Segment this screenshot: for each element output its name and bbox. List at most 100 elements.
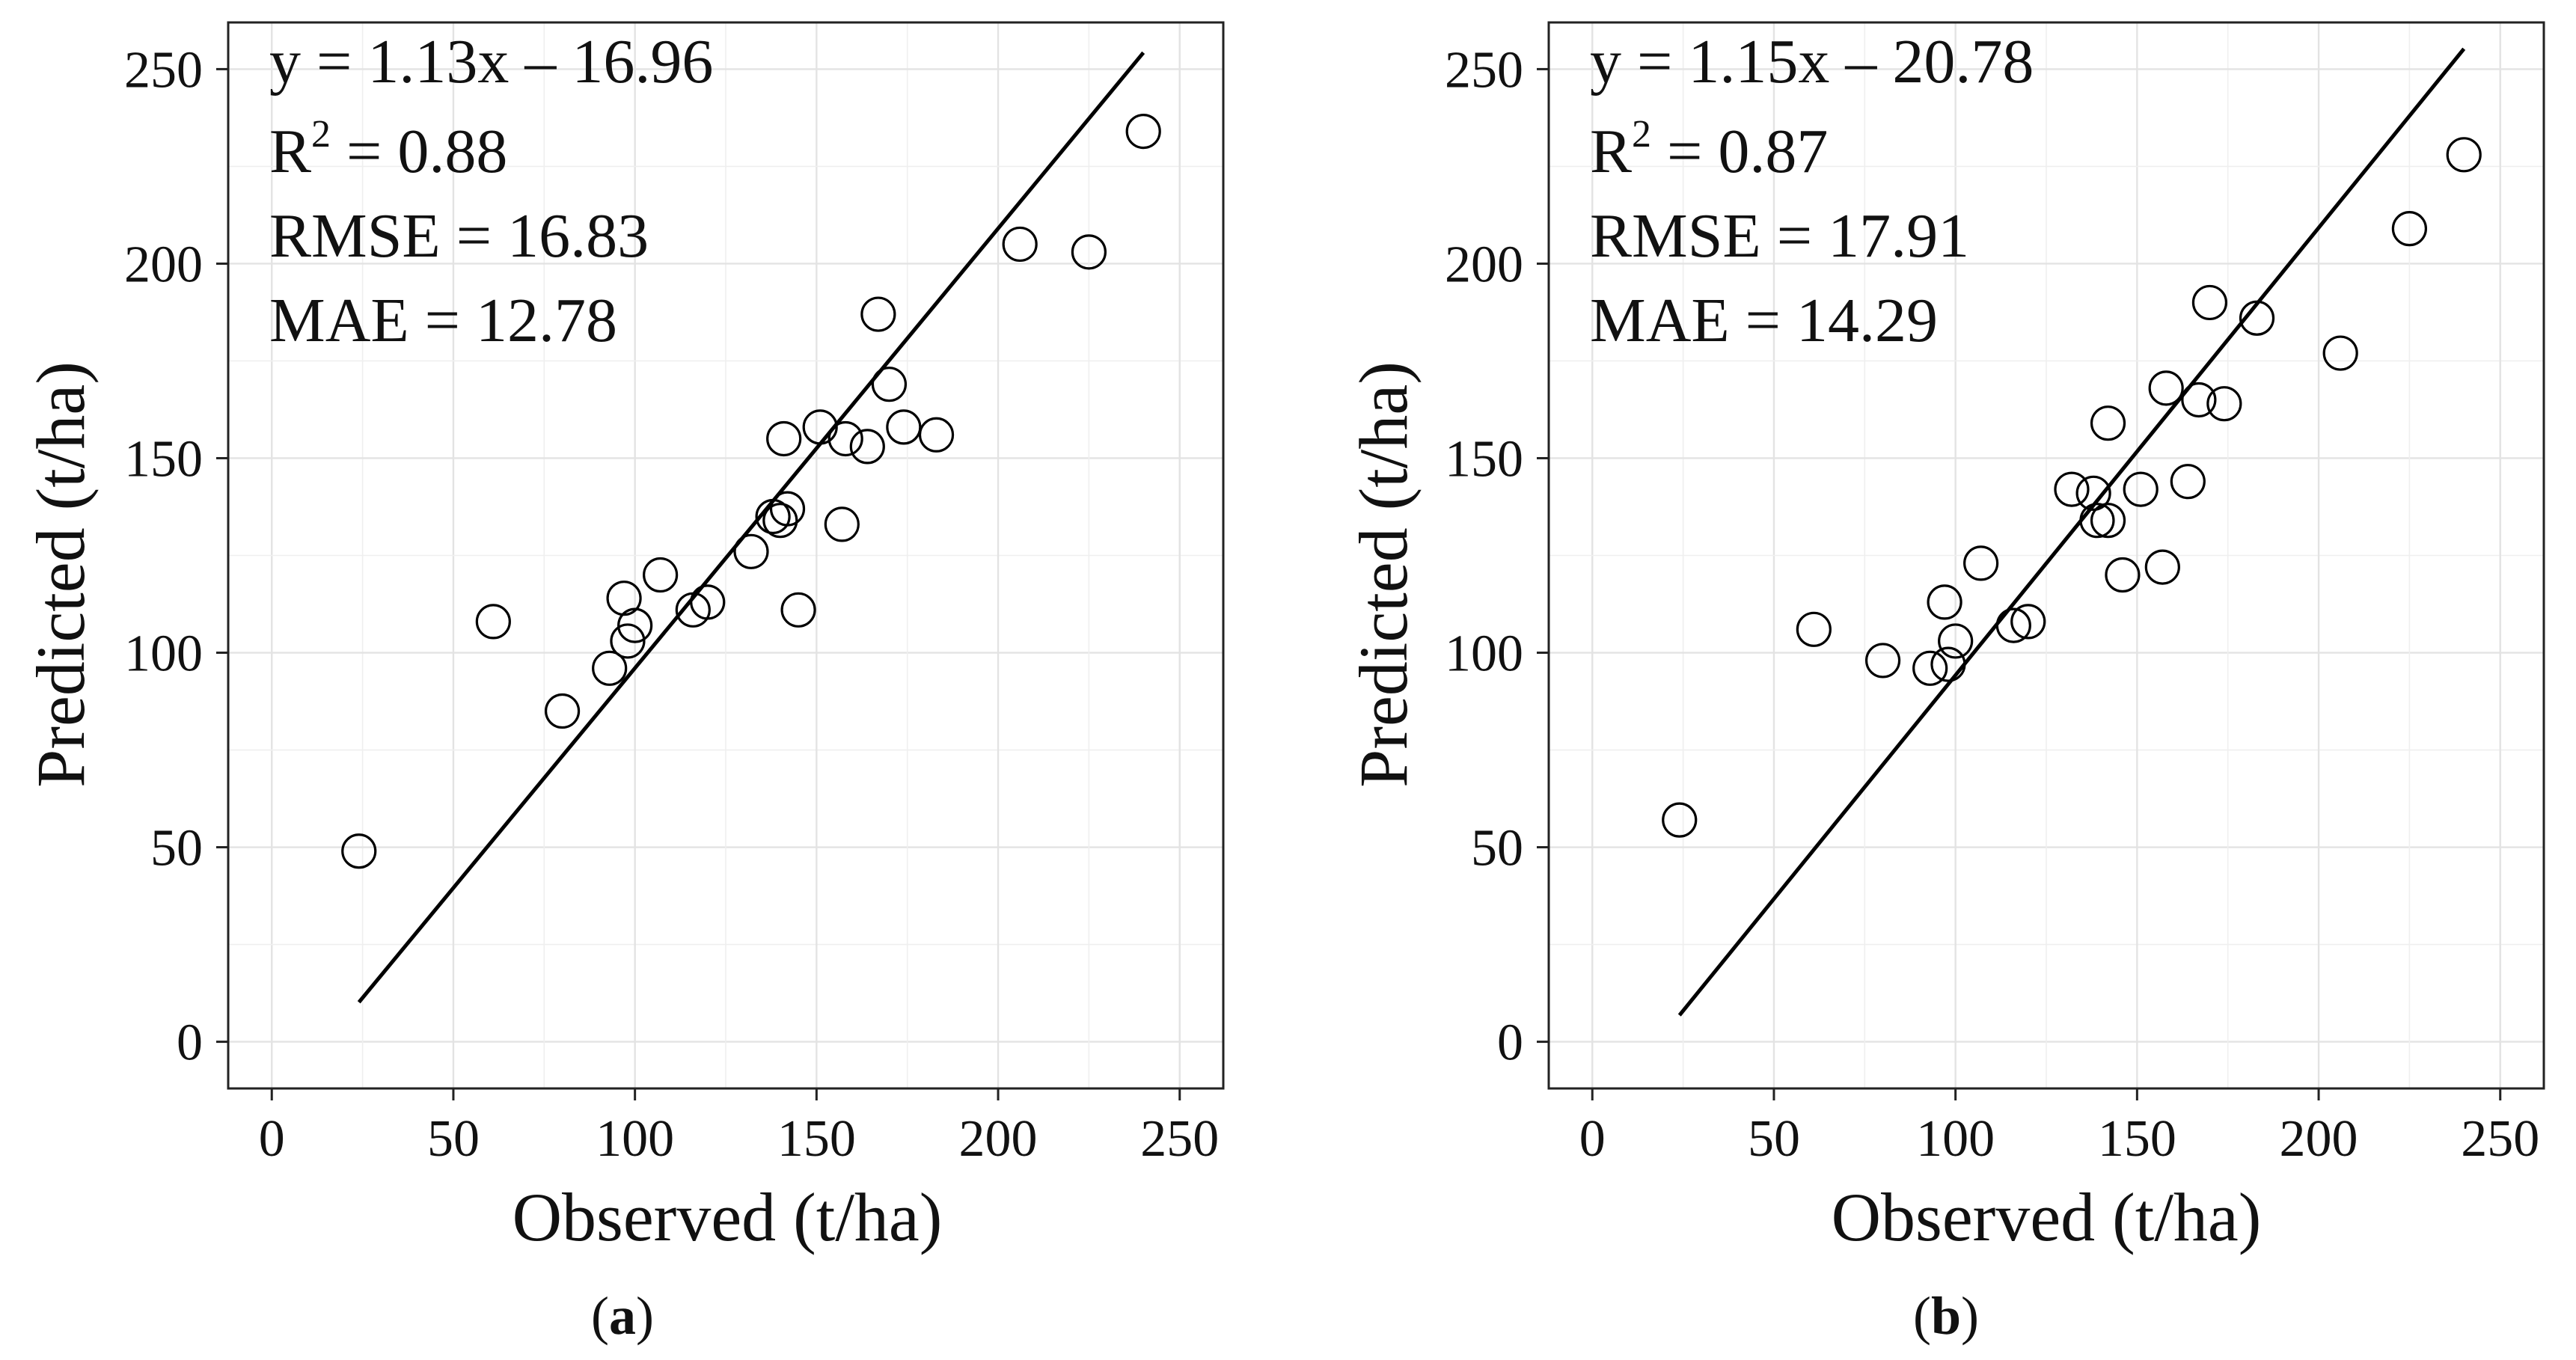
panel-a-data-point	[1125, 114, 1161, 150]
panel-b-x-tick-label: 0	[1579, 1110, 1606, 1168]
panel-b-y-tick-label: 100	[1445, 625, 1523, 683]
panel-a-data-point	[1002, 226, 1038, 263]
panel-a-data-point	[918, 417, 955, 453]
panel-b-data-point	[2105, 557, 2141, 593]
panel-b-y-axis-title: Predicted (t/ha)	[1345, 361, 1422, 788]
panel-a-label-close: )	[636, 1286, 654, 1346]
panel-b-data-point	[2446, 137, 2482, 173]
panel-a-label-open: (	[591, 1286, 609, 1346]
panel-b-x-tick-label: 250	[2461, 1110, 2539, 1168]
panel-a-y-tick-label: 150	[124, 430, 203, 488]
panel-b-y-tick-label: 0	[1497, 1014, 1523, 1072]
panel-a-y-axis-title: Predicted (t/ha)	[22, 361, 99, 788]
panel-b-data-point	[1930, 646, 1966, 682]
panel-b-mae: MAE = 14.29	[1590, 286, 1938, 355]
panel-a-y-tick-label: 0	[177, 1014, 203, 1072]
panel-a-data-point	[733, 533, 769, 569]
panel-a-equation: y = 1.13x – 16.96	[269, 27, 713, 97]
panel-a-x-tick-label: 50	[427, 1110, 480, 1168]
panel-b-data-point	[1912, 650, 1948, 686]
panel-a-y-tick-label: 50	[150, 820, 203, 877]
panel-b-data-point	[2148, 370, 2184, 406]
panel-b-data-point	[1938, 623, 1974, 659]
panel-b-data-point	[1927, 584, 1962, 620]
panel-a-rmse: RMSE = 16.83	[269, 201, 649, 271]
panel-b: 0 50 100 150 200 250 0 50 100 150 200 250 y = 1.15x…	[1345, 21, 2545, 1346]
panel-a-r2-superscript: 2	[311, 113, 331, 156]
panel-a-data-point	[544, 693, 581, 729]
panel-a: 0 50 100 150 200 250 0 50 100 150 200 250 y = 1.13x…	[22, 21, 1225, 1346]
panel-a-data-point	[610, 623, 646, 659]
panel-a-data-point	[769, 491, 806, 527]
panel-a-points	[341, 114, 1161, 869]
panel-b-x-tick-label: 150	[2098, 1110, 2176, 1168]
panel-a-x-tick-label: 150	[777, 1110, 856, 1168]
panel-a-data-point	[802, 409, 838, 445]
panel-a-data-point	[824, 506, 860, 542]
panel-b-data-point	[2391, 211, 2428, 247]
panel-b-data-point	[2322, 335, 2358, 371]
panel-b-label: (b)	[1913, 1286, 1979, 1346]
panel-a-x-tick-label: 100	[596, 1110, 674, 1168]
panel-a-y-tick-label: 250	[124, 41, 203, 99]
panel-b-data-point	[2123, 471, 2159, 507]
panel-a-plot-frame	[227, 21, 1225, 1090]
panel-a-data-point	[762, 503, 798, 539]
panel-b-plot-frame	[1547, 21, 2545, 1090]
panel-b-data-point	[2090, 503, 2126, 539]
panel-a-y-tick-label: 200	[124, 236, 203, 293]
panel-a-data-point	[766, 420, 802, 457]
panel-b-x-tick-label: 100	[1916, 1110, 1995, 1168]
panel-b-data-point	[2144, 549, 2180, 585]
panel-b-r2-prefix: R	[1590, 117, 1632, 186]
panel-a-x-tick-label: 250	[1140, 1110, 1219, 1168]
panel-a-fit-line	[357, 51, 1145, 1004]
panel-b-label-close: )	[1961, 1286, 1979, 1346]
panel-b-data-point	[2079, 503, 2115, 539]
panel-a-label: (a)	[591, 1286, 654, 1346]
panel-a-ticks: 0 50 100 150 200 250 0 50 100 150 200 250	[124, 41, 1219, 1168]
panel-a-r2: R2 = 0.88	[269, 113, 507, 186]
panel-a-x-tick-label: 200	[959, 1110, 1038, 1168]
panel-b-r2: R2 = 0.87	[1590, 113, 1828, 186]
panel-a-r2-value: = 0.88	[331, 117, 507, 186]
panel-b-data-point	[1864, 643, 1901, 679]
panel-b-ticks: 0 50 100 150 200 250 0 50 100 150 200 250	[1445, 41, 2539, 1168]
panel-b-equation: y = 1.15x – 20.78	[1590, 27, 2034, 97]
panel-a-y-tick-label: 100	[124, 625, 203, 683]
panel-a-data-point	[690, 584, 726, 620]
panel-b-r2-value: = 0.87	[1651, 117, 1828, 186]
panel-b-data-point	[2054, 471, 2090, 507]
panel-b-data-point	[2206, 386, 2242, 422]
panel-a-mae: MAE = 12.78	[269, 286, 617, 355]
panel-b-x-tick-label: 200	[2280, 1110, 2358, 1168]
panel-b-data-point	[2239, 300, 2275, 336]
panel-a-data-point	[860, 296, 896, 332]
panel-a-x-tick-label: 0	[259, 1110, 285, 1168]
panel-b-x-tick-label: 50	[1748, 1110, 1800, 1168]
panel-b-grid	[1549, 22, 2544, 1088]
panel-b-data-point	[1963, 545, 1999, 581]
panel-a-data-point	[643, 557, 679, 593]
panel-b-data-point	[2010, 604, 2046, 640]
panel-a-label-letter: a	[609, 1286, 636, 1346]
panel-b-label-open: (	[1913, 1286, 1931, 1346]
panel-b-fit-line	[1677, 47, 2466, 1017]
panel-b-y-tick-label: 250	[1445, 41, 1523, 99]
panel-b-x-axis-title: Observed (t/ha)	[1832, 1179, 2262, 1255]
panel-b-data-point	[1796, 611, 1832, 647]
panel-a-data-point	[617, 607, 653, 643]
panel-b-data-point	[2170, 464, 2206, 500]
panel-b-y-tick-label: 200	[1445, 236, 1523, 293]
panel-b-data-point	[2181, 382, 2217, 418]
panel-b-data-point	[1662, 802, 1698, 838]
panel-b-points	[1662, 137, 2482, 838]
panel-a-data-point	[475, 604, 511, 640]
panel-a-data-point	[871, 367, 908, 402]
panel-a-data-point	[849, 429, 885, 465]
panel-b-y-tick-label: 50	[1471, 820, 1523, 877]
panel-a-data-point	[341, 833, 377, 869]
panel-a-data-point	[886, 409, 922, 445]
panel-b-rmse: RMSE = 17.91	[1590, 201, 1969, 271]
